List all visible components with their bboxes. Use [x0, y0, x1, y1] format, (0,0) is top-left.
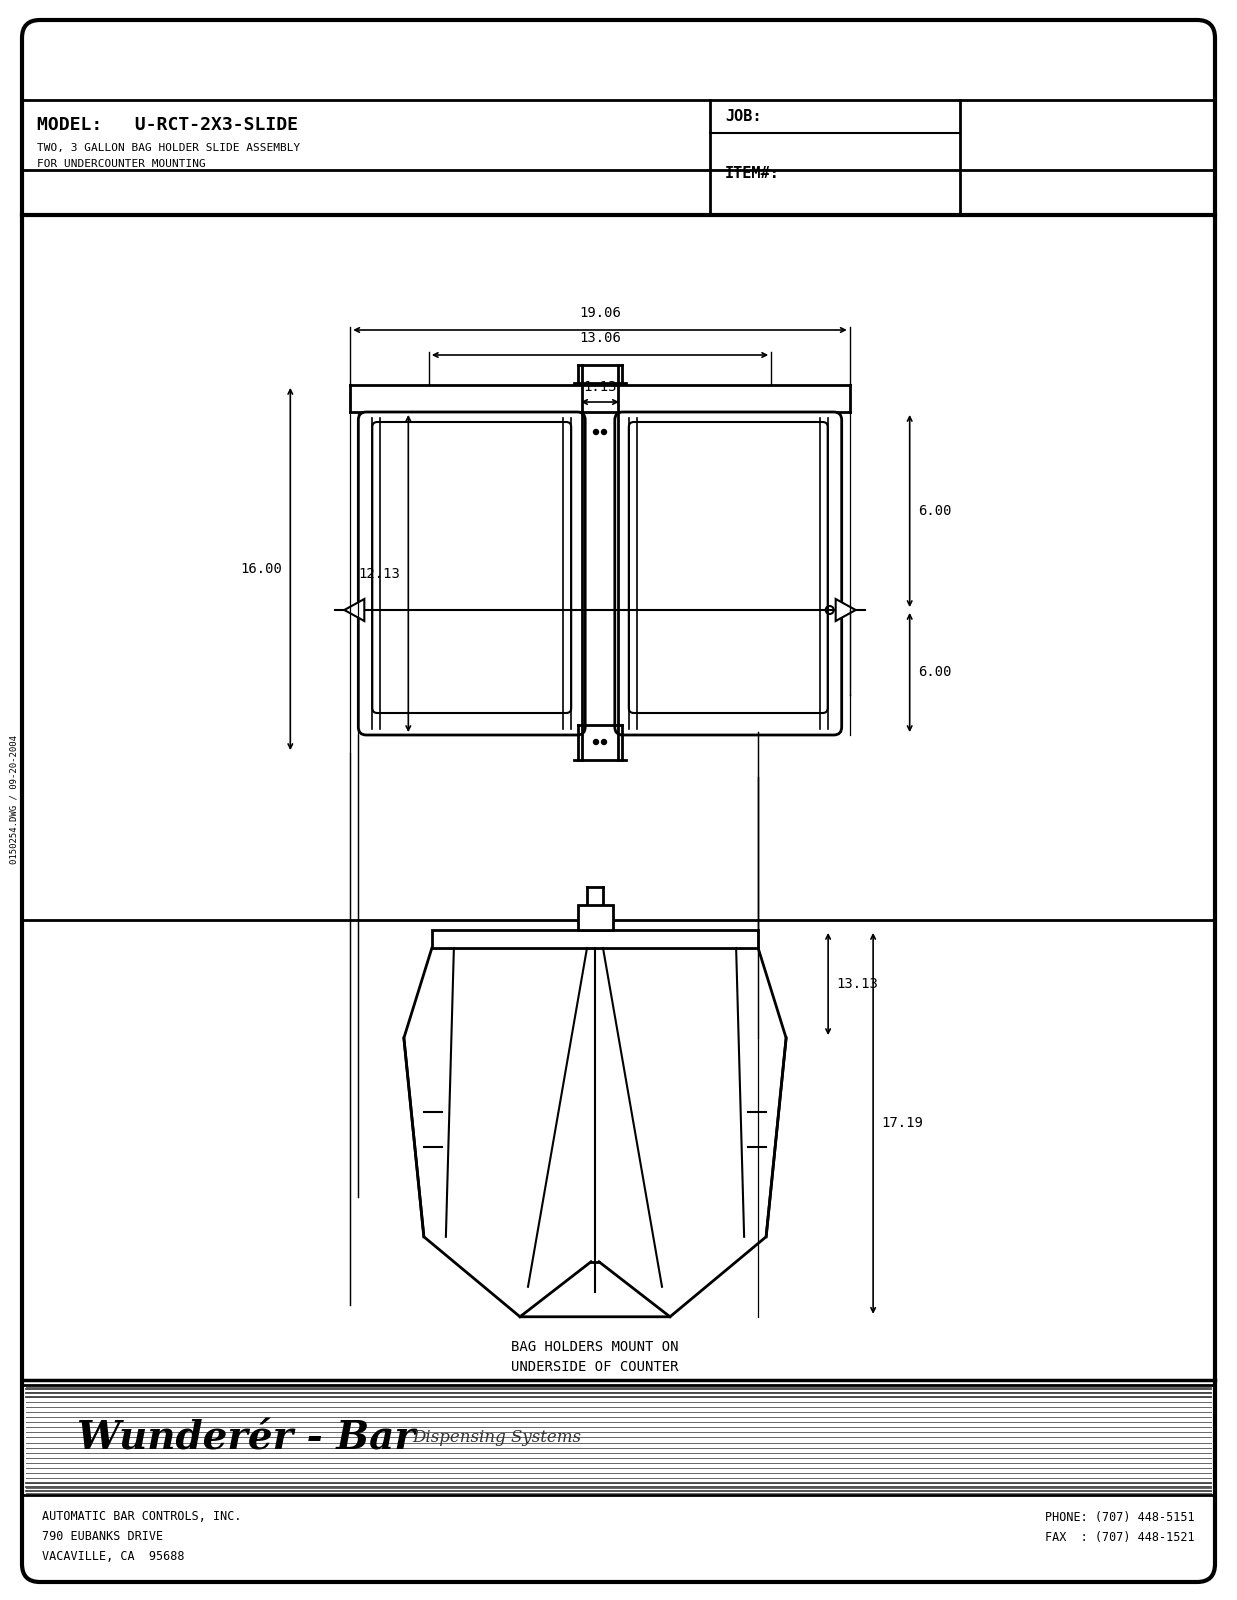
Polygon shape [836, 598, 856, 621]
Text: UNDERSIDE OF COUNTER: UNDERSIDE OF COUNTER [511, 1360, 679, 1374]
Text: 13.06: 13.06 [579, 331, 621, 346]
Text: 790 EUBANKS DRIVE: 790 EUBANKS DRIVE [42, 1531, 163, 1544]
Text: Wunderér - Bar: Wunderér - Bar [77, 1419, 414, 1458]
Text: 6.00: 6.00 [918, 666, 951, 680]
FancyBboxPatch shape [628, 422, 828, 714]
FancyBboxPatch shape [615, 411, 841, 734]
Text: 17.19: 17.19 [881, 1117, 923, 1130]
FancyBboxPatch shape [359, 411, 585, 734]
Circle shape [601, 739, 606, 744]
Text: 1.13: 1.13 [584, 379, 617, 394]
Text: FOR UNDERCOUNTER MOUNTING: FOR UNDERCOUNTER MOUNTING [37, 158, 205, 170]
Circle shape [601, 429, 606, 435]
Text: ITEM#:: ITEM#: [725, 166, 779, 181]
Text: BAG HOLDERS MOUNT ON: BAG HOLDERS MOUNT ON [511, 1339, 679, 1354]
Text: VACAVILLE, CA  95688: VACAVILLE, CA 95688 [42, 1550, 184, 1563]
Circle shape [594, 429, 599, 435]
Circle shape [594, 739, 599, 744]
Text: TWO, 3 GALLON BAG HOLDER SLIDE ASSEMBLY: TWO, 3 GALLON BAG HOLDER SLIDE ASSEMBLY [37, 142, 301, 154]
Polygon shape [344, 598, 365, 621]
Text: 13.13: 13.13 [836, 978, 878, 990]
Bar [578, 906, 612, 930]
Text: 16.00: 16.00 [240, 562, 282, 576]
Polygon shape [403, 947, 787, 1317]
Text: 6.00: 6.00 [918, 504, 951, 518]
FancyBboxPatch shape [372, 422, 571, 714]
Text: MODEL:   U-RCT-2X3-SLIDE: MODEL: U-RCT-2X3-SLIDE [37, 117, 298, 134]
Text: PHONE: (707) 448-5151: PHONE: (707) 448-5151 [1045, 1510, 1195, 1523]
Text: Dispensing Systems: Dispensing Systems [412, 1429, 581, 1446]
Text: 0150254.DWG / 09-20-2004: 0150254.DWG / 09-20-2004 [10, 736, 19, 864]
Text: 19.06: 19.06 [579, 306, 621, 320]
Text: FAX  : (707) 448-1521: FAX : (707) 448-1521 [1045, 1531, 1195, 1544]
Text: JOB:: JOB: [725, 109, 762, 125]
Text: AUTOMATIC BAR CONTROLS, INC.: AUTOMATIC BAR CONTROLS, INC. [42, 1510, 241, 1523]
Bar [432, 930, 758, 947]
Text: 12.13: 12.13 [359, 566, 401, 581]
FancyBboxPatch shape [22, 19, 1215, 1582]
